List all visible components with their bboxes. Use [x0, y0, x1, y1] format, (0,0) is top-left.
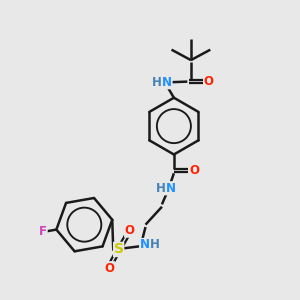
Text: N: N [140, 238, 150, 251]
Text: S: S [114, 242, 124, 256]
Text: H: H [152, 76, 162, 89]
Text: H: H [150, 238, 160, 251]
Text: N: N [166, 182, 176, 195]
Text: F: F [39, 225, 47, 239]
Text: O: O [105, 262, 115, 275]
Text: N: N [162, 76, 172, 89]
Text: O: O [189, 164, 199, 177]
Text: O: O [125, 224, 135, 237]
Text: H: H [156, 182, 166, 195]
Text: O: O [204, 75, 214, 88]
